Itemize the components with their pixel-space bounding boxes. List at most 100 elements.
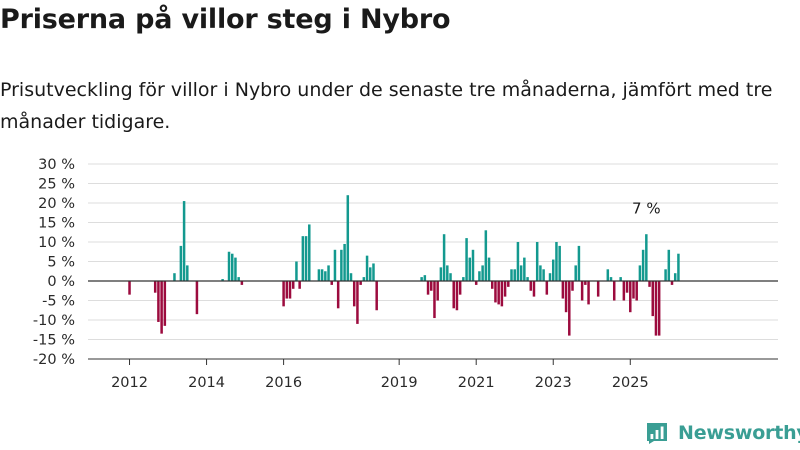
- bar: [163, 281, 167, 326]
- bar: [237, 277, 240, 281]
- bar: [555, 242, 558, 281]
- bar: [375, 281, 378, 311]
- x-axis: 2012 2014 2016 2019 2021 2023 2025: [88, 358, 778, 391]
- bar: [622, 281, 626, 301]
- bar: [157, 281, 160, 322]
- bar: [356, 281, 359, 324]
- bar: [179, 245, 183, 281]
- y-axis-tick-labels: 30 % 25 % 20 % 15 % 10 % 5 % 0 % -5 % -10 % -15 %…: [33, 157, 75, 368]
- bar: [523, 257, 526, 281]
- value-annotation: 7 %: [632, 200, 661, 218]
- bar: [667, 249, 671, 281]
- bar: [664, 269, 667, 281]
- bar: [349, 273, 353, 281]
- bar: [580, 281, 584, 301]
- x-tick-label: 2016: [265, 375, 302, 391]
- bar: [362, 277, 366, 281]
- bar: [420, 277, 423, 281]
- gridlines: [88, 163, 778, 360]
- bar: [186, 265, 189, 281]
- bar: [446, 265, 449, 281]
- bar: [670, 281, 674, 285]
- bar: [317, 269, 321, 281]
- bar: [606, 269, 610, 281]
- bar: [481, 265, 484, 281]
- bar: [491, 281, 494, 289]
- bar: [234, 257, 237, 281]
- bar: [571, 281, 574, 291]
- x-tick-label: 2021: [458, 375, 495, 391]
- bar: [426, 281, 430, 295]
- bar: [651, 281, 654, 317]
- bar: [635, 281, 638, 301]
- bar: [442, 234, 446, 281]
- bar: [545, 281, 549, 295]
- chart-title: Priserna på villor steg i Nybro: [0, 4, 451, 35]
- bar: [535, 242, 539, 281]
- y-tick-label: 0 %: [47, 274, 75, 290]
- bar: [455, 281, 459, 311]
- bar: [619, 277, 622, 281]
- y-tick-label: 5 %: [47, 255, 75, 271]
- bar: [336, 281, 340, 309]
- y-tick-label: -20 %: [33, 352, 75, 368]
- bar: [346, 195, 350, 281]
- bar: [240, 281, 244, 285]
- bar: [288, 281, 292, 299]
- bar: [153, 281, 157, 293]
- bar: [494, 281, 497, 303]
- bar: [449, 273, 452, 281]
- x-tick-label: 2023: [535, 375, 572, 391]
- bar: [487, 257, 491, 281]
- x-tick-label: 2019: [381, 375, 418, 391]
- bar: [330, 281, 333, 285]
- bar: [423, 275, 427, 281]
- bar: [484, 230, 488, 281]
- bar: [561, 281, 565, 299]
- bar: [542, 269, 545, 281]
- bar: [596, 281, 600, 297]
- bar: [587, 281, 590, 305]
- bar: [340, 249, 343, 281]
- bar: [304, 236, 308, 281]
- bar: [673, 273, 677, 281]
- bar: [439, 267, 443, 281]
- bar: [465, 238, 468, 281]
- bar: [128, 281, 131, 295]
- bar: [173, 273, 176, 281]
- bar: [551, 259, 555, 281]
- bar: [584, 281, 587, 285]
- bar: [609, 277, 613, 281]
- bar: [539, 265, 542, 281]
- bar: [436, 281, 439, 301]
- bar: [558, 245, 561, 281]
- bar: [648, 281, 651, 287]
- bar: [625, 281, 629, 293]
- x-tick-label: 2012: [111, 375, 148, 391]
- brand-name: Newsworthy: [678, 422, 800, 444]
- chart-subtitle: Prisutveckling för villor i Nybro under …: [0, 79, 773, 133]
- bar: [320, 269, 324, 281]
- annotations: 7 %: [632, 200, 661, 218]
- bar: [291, 281, 295, 289]
- bar: [285, 281, 289, 299]
- bar: [478, 271, 481, 281]
- y-tick-label: -10 %: [33, 313, 75, 329]
- bars: [128, 195, 680, 336]
- bar: [295, 261, 298, 281]
- bar: [160, 281, 163, 334]
- bar: [564, 281, 568, 313]
- bar: [516, 242, 520, 281]
- bar: [529, 281, 533, 291]
- bar: [497, 281, 500, 305]
- bar: [359, 281, 362, 285]
- bar: [221, 279, 224, 281]
- bar: [462, 277, 465, 281]
- bar: [568, 281, 571, 336]
- bar: [333, 249, 337, 281]
- bar: [677, 253, 680, 281]
- bar: [513, 269, 516, 281]
- bar: [632, 281, 635, 299]
- bar: [500, 281, 504, 307]
- bar: [526, 277, 529, 281]
